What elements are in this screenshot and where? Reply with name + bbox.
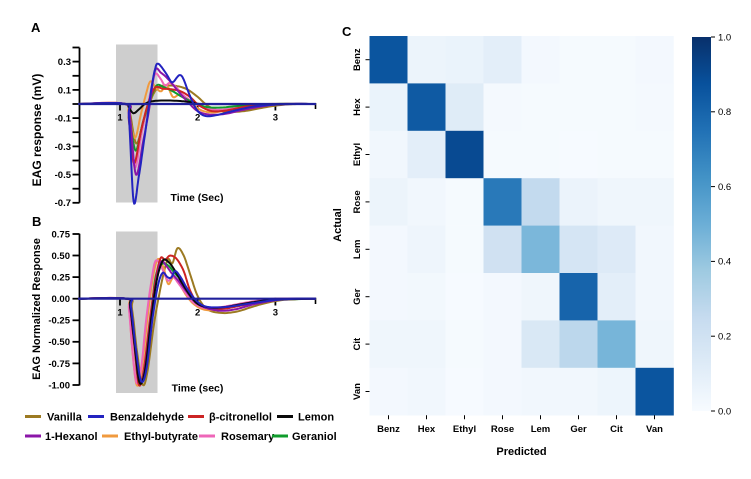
svg-text:3: 3 xyxy=(273,308,278,319)
svg-text:0.2: 0.2 xyxy=(718,332,731,343)
svg-text:Van: Van xyxy=(646,424,663,435)
svg-text:Ethyl: Ethyl xyxy=(352,143,363,166)
svg-text:Van: Van xyxy=(352,383,363,400)
svg-text:B: B xyxy=(32,214,41,229)
svg-text:Ethyl-butyrate: Ethyl-butyrate xyxy=(124,431,198,443)
svg-text:0.0: 0.0 xyxy=(718,406,731,417)
svg-text:0.6: 0.6 xyxy=(718,182,731,193)
svg-text:0.3: 0.3 xyxy=(58,57,71,68)
svg-text:Cit: Cit xyxy=(610,424,624,435)
svg-text:0.50: 0.50 xyxy=(52,251,71,262)
svg-text:Hex: Hex xyxy=(352,98,363,116)
svg-text:-0.1: -0.1 xyxy=(55,114,72,125)
svg-text:1.0: 1.0 xyxy=(718,32,731,43)
svg-text:Rosemary: Rosemary xyxy=(221,431,275,443)
svg-text:-0.75: -0.75 xyxy=(48,359,70,370)
svg-text:EAG response (mV): EAG response (mV) xyxy=(30,74,44,187)
svg-text:0.1: 0.1 xyxy=(58,85,72,96)
svg-text:Lem: Lem xyxy=(352,240,363,260)
svg-text:-0.3: -0.3 xyxy=(55,142,71,153)
svg-text:Ger: Ger xyxy=(570,424,587,435)
svg-text:-1.00: -1.00 xyxy=(48,380,70,391)
svg-text:0.25: 0.25 xyxy=(52,273,71,284)
svg-text:0.4: 0.4 xyxy=(718,257,731,268)
svg-text:Benz: Benz xyxy=(377,424,400,435)
svg-text:1-Hexanol: 1-Hexanol xyxy=(45,431,98,443)
svg-text:Cit: Cit xyxy=(352,337,363,351)
svg-text:EAG Normalized Response: EAG Normalized Response xyxy=(31,238,43,380)
svg-text:Hex: Hex xyxy=(418,424,436,435)
svg-text:Time (Sec): Time (Sec) xyxy=(171,192,224,204)
svg-text:β-citronellol: β-citronellol xyxy=(209,411,272,423)
svg-text:Actual: Actual xyxy=(332,208,344,242)
svg-text:1: 1 xyxy=(117,308,123,319)
svg-text:1: 1 xyxy=(117,113,123,124)
svg-text:Ger: Ger xyxy=(352,288,363,305)
svg-text:Predicted: Predicted xyxy=(496,446,546,458)
svg-text:-0.50: -0.50 xyxy=(48,337,70,348)
svg-text:0.00: 0.00 xyxy=(52,294,71,305)
svg-text:2: 2 xyxy=(195,113,200,124)
svg-text:0.75: 0.75 xyxy=(52,229,71,240)
svg-text:A: A xyxy=(31,20,41,35)
svg-text:C: C xyxy=(342,24,352,39)
svg-text:Time (sec): Time (sec) xyxy=(172,383,224,395)
svg-text:3: 3 xyxy=(273,113,278,124)
svg-text:Lem: Lem xyxy=(531,424,551,435)
svg-text:-0.5: -0.5 xyxy=(55,170,72,181)
svg-text:Ethyl: Ethyl xyxy=(453,424,476,435)
svg-text:Benz: Benz xyxy=(352,48,363,71)
svg-text:Benzaldehyde: Benzaldehyde xyxy=(110,411,184,423)
svg-text:Lemon: Lemon xyxy=(298,411,334,423)
svg-text:Geraniol: Geraniol xyxy=(292,431,337,443)
svg-text:Rose: Rose xyxy=(491,424,514,435)
svg-text:Rose: Rose xyxy=(352,190,363,213)
svg-text:-0.25: -0.25 xyxy=(48,316,70,327)
svg-text:-0.7: -0.7 xyxy=(55,198,71,209)
svg-text:2: 2 xyxy=(195,308,200,319)
svg-text:0.8: 0.8 xyxy=(718,107,731,118)
svg-text:Vanilla: Vanilla xyxy=(47,411,83,423)
